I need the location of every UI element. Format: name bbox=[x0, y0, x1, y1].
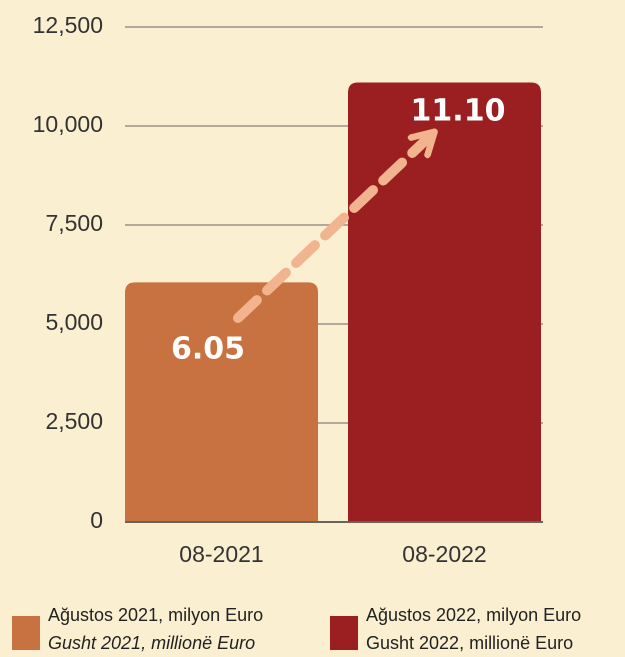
legend-label: Ağustos 2021, milyon Euro bbox=[48, 605, 263, 625]
bar bbox=[125, 282, 318, 522]
legend-swatch bbox=[12, 616, 40, 650]
legend-label: Gusht 2022, millionë Euro bbox=[366, 633, 573, 653]
legend-label: Gusht 2021, millionë Euro bbox=[48, 633, 255, 653]
trend-arrow bbox=[233, 138, 428, 323]
y-tick-label: 0 bbox=[90, 507, 103, 533]
y-tick-label: 7,500 bbox=[45, 210, 103, 236]
bar bbox=[348, 82, 541, 522]
y-tick-label: 12,500 bbox=[33, 12, 103, 38]
x-tick-label: 08-2022 bbox=[402, 541, 486, 567]
value-label: 11.10 bbox=[411, 94, 506, 129]
legend-swatch bbox=[330, 616, 358, 650]
y-tick-label: 2,500 bbox=[45, 408, 103, 434]
legend-label: Ağustos 2022, milyon Euro bbox=[366, 605, 581, 625]
x-tick-label: 08-2021 bbox=[179, 541, 263, 567]
y-tick-label: 10,000 bbox=[33, 111, 103, 137]
value-label: 6.05 bbox=[171, 332, 245, 367]
y-tick-label: 5,000 bbox=[45, 309, 103, 335]
